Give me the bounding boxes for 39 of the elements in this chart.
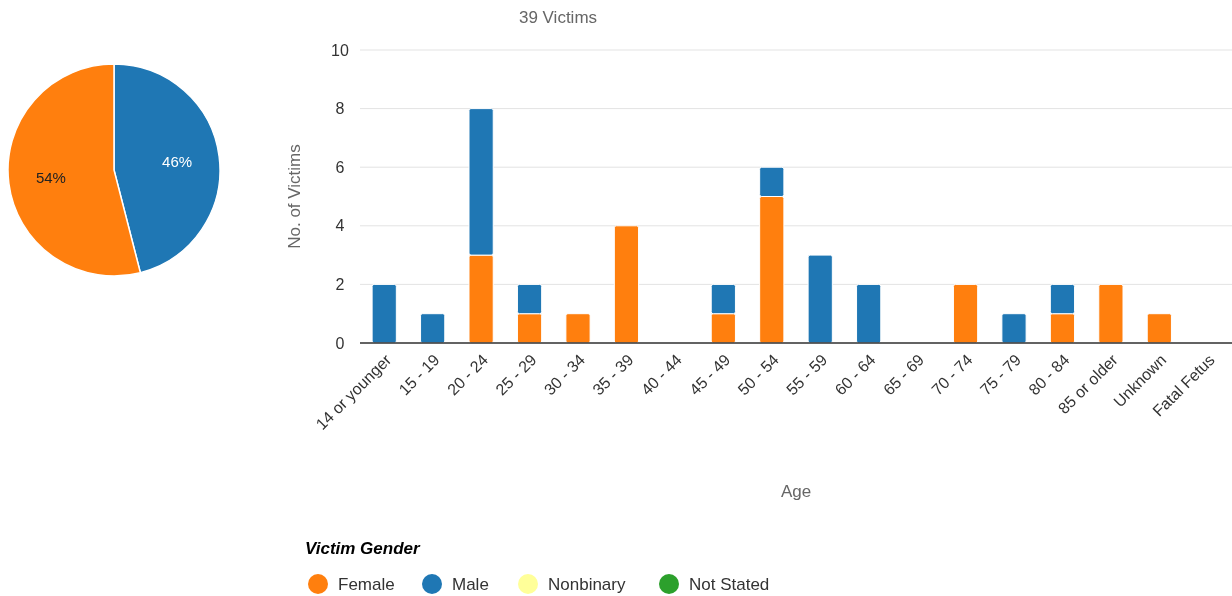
bar <box>371 283 397 344</box>
bar <box>952 283 979 344</box>
y-tick-label: 10 <box>331 41 349 59</box>
y-tick-label: 6 <box>335 158 345 176</box>
x-tick-label: 65 - 69 <box>879 351 928 399</box>
legend-label: Female <box>338 574 395 594</box>
x-tick-label: 60 - 64 <box>831 351 879 399</box>
legend-title: Victim Gender <box>305 539 422 558</box>
bar <box>1146 313 1172 344</box>
x-tick-label: 50 - 54 <box>734 351 782 399</box>
x-tick-label: 15 - 19 <box>395 351 443 399</box>
data-label: 46% <box>162 153 193 171</box>
x-tick-label: 75 - 79 <box>976 351 1025 399</box>
x-tick-label: 45 - 49 <box>686 351 734 399</box>
bar <box>565 313 591 344</box>
x-tick-label: 70 - 74 <box>928 351 976 399</box>
legend-label: Not Stated <box>689 574 770 594</box>
bar <box>807 254 833 344</box>
y-tick-label: 0 <box>335 334 345 352</box>
y-tick-label: 8 <box>335 100 345 118</box>
x-tick-label: 55 - 59 <box>783 351 831 399</box>
x-axis-title: Age <box>780 482 812 501</box>
y-axis-title: No. of Victims <box>285 144 304 249</box>
bar <box>613 225 640 344</box>
bar <box>1098 283 1124 344</box>
legend-label: Nonbinary <box>548 574 626 594</box>
legend-label: Male <box>452 574 489 594</box>
x-tick-label: 40 - 44 <box>637 351 686 399</box>
y-tick-label: 4 <box>335 217 345 235</box>
x-tick-label: 30 - 34 <box>540 351 589 399</box>
bar <box>420 313 446 344</box>
x-tick-label: 25 - 29 <box>492 351 540 399</box>
data-label: 54% <box>35 169 66 187</box>
bar <box>856 283 882 344</box>
x-tick-label: 20 - 24 <box>443 351 492 399</box>
y-tick-label: 2 <box>335 276 345 293</box>
x-tick-label: 35 - 39 <box>589 351 637 399</box>
chart-title: 39 Victims <box>518 8 598 27</box>
bar <box>1001 313 1027 344</box>
